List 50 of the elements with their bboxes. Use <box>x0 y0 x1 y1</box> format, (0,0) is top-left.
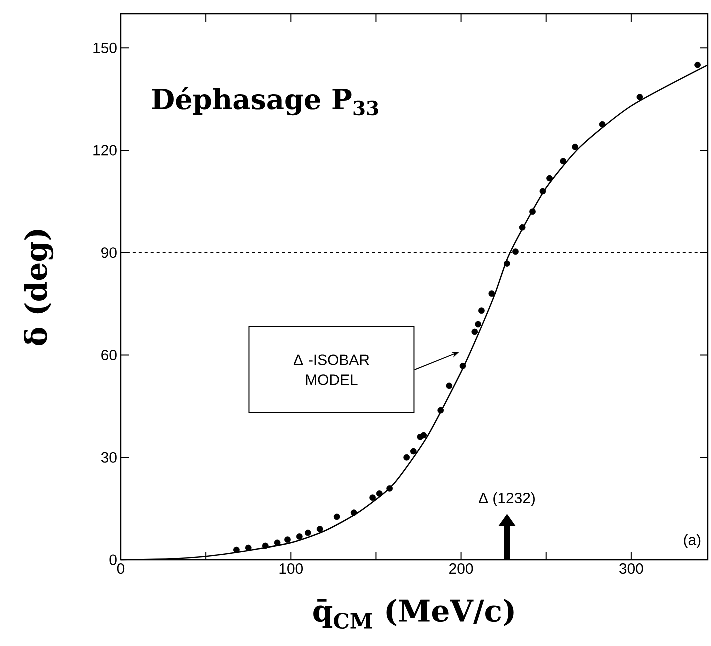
point <box>438 407 444 414</box>
y-axis-title: δ (deg) <box>24 230 54 346</box>
y-tick-label: 120 <box>94 145 117 156</box>
annotation: (a) <box>684 534 701 548</box>
point <box>245 544 252 552</box>
point <box>316 526 324 532</box>
point <box>410 448 417 455</box>
point <box>234 546 240 554</box>
point <box>420 432 428 439</box>
point <box>350 510 358 516</box>
point <box>599 121 606 128</box>
x-tick-label: 200 <box>450 564 474 574</box>
point <box>478 308 485 314</box>
point <box>488 290 496 298</box>
point <box>572 144 578 150</box>
point <box>386 485 394 492</box>
point <box>546 175 553 182</box>
point <box>636 94 644 100</box>
point <box>472 328 478 336</box>
y-tick-label: 90 <box>102 248 117 258</box>
annotation: Δ -ISOBAR MODEL <box>294 354 370 386</box>
point <box>376 490 383 497</box>
point <box>370 494 376 502</box>
point <box>519 224 526 231</box>
y-tick-label: 150 <box>94 42 117 54</box>
point <box>274 540 281 546</box>
point <box>296 534 303 540</box>
point <box>530 208 536 216</box>
point <box>334 514 340 520</box>
point <box>304 530 312 536</box>
text: Déphasage P$_{33}$ <box>152 87 378 116</box>
point <box>504 260 510 267</box>
point <box>460 362 466 370</box>
point <box>560 158 567 165</box>
point <box>404 454 410 461</box>
x-axis-title: q̄$_{CM}$ (MeV/c) <box>314 599 514 630</box>
x-tick-label: 0 <box>117 564 125 574</box>
point <box>540 188 546 195</box>
annotation: Δ (1232) <box>479 492 535 506</box>
point <box>262 542 269 550</box>
point <box>284 536 291 544</box>
point <box>694 62 701 68</box>
y-tick-label: 30 <box>101 452 117 463</box>
point <box>512 248 519 256</box>
y-tick-label: 0 <box>110 554 117 566</box>
x-tick-label: 300 <box>620 564 644 574</box>
point <box>446 382 453 390</box>
point <box>475 321 482 328</box>
y-tick-label: 60 <box>102 350 117 361</box>
x-tick-label: 100 <box>280 564 304 574</box>
